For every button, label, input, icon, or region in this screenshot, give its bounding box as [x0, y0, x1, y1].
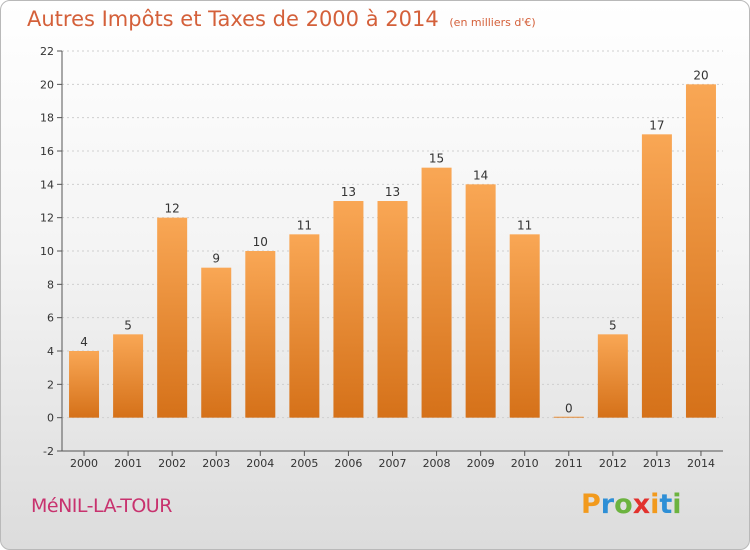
- chart-unit: (en milliers d'€): [449, 16, 536, 29]
- x-tick-label: 2004: [246, 457, 274, 470]
- bar-2007: [377, 201, 408, 418]
- y-tick-label: -2: [43, 445, 54, 458]
- bar-2011: [553, 416, 584, 418]
- bar-2014: [685, 84, 716, 418]
- bar-2003: [201, 267, 232, 418]
- bar-2013: [641, 134, 672, 418]
- y-tick-label: 10: [40, 245, 54, 258]
- x-tick-label: 2002: [158, 457, 186, 470]
- proxiti-logo: Proxiti: [581, 489, 682, 520]
- y-tick-label: 18: [40, 112, 54, 125]
- bar-2002: [157, 217, 188, 418]
- data-label-2006: 13: [341, 185, 356, 199]
- data-label-2010: 11: [517, 218, 532, 232]
- data-label-2007: 13: [385, 185, 400, 199]
- bar-2008: [421, 167, 452, 418]
- bar-2004: [245, 251, 276, 418]
- x-tick-label: 2011: [555, 457, 583, 470]
- x-tick-label: 2006: [334, 457, 362, 470]
- x-tick-label: 2005: [290, 457, 318, 470]
- data-label-2012: 5: [609, 318, 617, 332]
- data-label-2002: 12: [165, 202, 180, 216]
- x-tick-label: 2001: [114, 457, 142, 470]
- x-tick-label: 2008: [423, 457, 451, 470]
- data-label-2014: 20: [693, 68, 708, 82]
- logo-letter: x: [632, 489, 651, 520]
- data-label-2004: 10: [253, 235, 268, 249]
- y-tick-label: 22: [40, 45, 54, 58]
- data-label-2009: 14: [473, 168, 488, 182]
- bar-2005: [289, 234, 320, 418]
- y-tick-label: 12: [40, 212, 54, 225]
- chart-title-text: Autres Impôts et Taxes de 2000 à 2014: [27, 7, 439, 31]
- x-tick-label: 2014: [687, 457, 715, 470]
- y-tick-label: 8: [47, 278, 54, 291]
- logo-letter: r: [600, 489, 615, 520]
- bar-2009: [465, 184, 496, 418]
- data-label-2003: 9: [212, 252, 220, 266]
- x-tick-label: 2013: [643, 457, 671, 470]
- data-label-2013: 17: [649, 118, 664, 132]
- x-tick-label: 2003: [202, 457, 230, 470]
- x-tick-label: 2009: [467, 457, 495, 470]
- logo-letter: P: [581, 489, 601, 520]
- x-tick-label: 2007: [379, 457, 407, 470]
- logo-letter: i: [650, 489, 660, 520]
- x-tick-label: 2000: [70, 457, 98, 470]
- bar-2001: [113, 334, 144, 418]
- data-label-2000: 4: [80, 335, 88, 349]
- bar-2010: [509, 234, 540, 418]
- data-label-2001: 5: [124, 318, 132, 332]
- data-label-2011: 0: [565, 402, 573, 416]
- commune-name: MéNIL-LA-TOUR: [31, 495, 172, 517]
- data-label-2008: 15: [429, 152, 444, 166]
- bar-2006: [333, 201, 364, 418]
- bar-2000: [69, 351, 100, 418]
- y-tick-label: 2: [47, 378, 54, 391]
- y-tick-label: 14: [40, 178, 54, 191]
- y-tick-label: 6: [47, 312, 54, 325]
- y-tick-label: 20: [40, 78, 54, 91]
- logo-letter: i: [672, 489, 682, 520]
- x-tick-label: 2010: [511, 457, 539, 470]
- y-tick-label: 4: [47, 345, 54, 358]
- logo-letter: t: [659, 489, 673, 520]
- chart-title: Autres Impôts et Taxes de 2000 à 2014 (e…: [27, 7, 536, 31]
- y-tick-label: 16: [40, 145, 54, 158]
- x-tick-label: 2012: [599, 457, 627, 470]
- bar-2012: [597, 334, 628, 418]
- data-label-2005: 11: [297, 218, 312, 232]
- logo-letter: o: [614, 489, 633, 520]
- y-tick-label: 0: [47, 412, 54, 425]
